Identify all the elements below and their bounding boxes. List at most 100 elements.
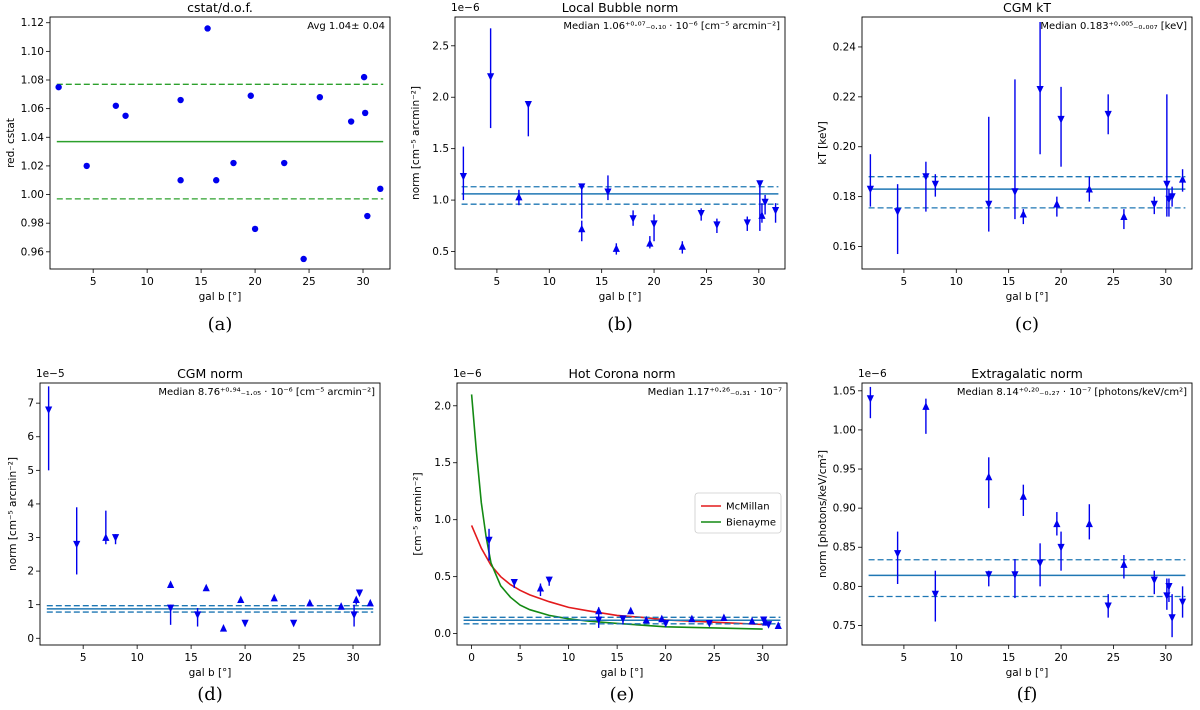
axis-multiplier: 1e−6 [453,368,482,380]
data-point-down-triangle [1150,576,1158,585]
data-point-up-triangle [1085,519,1093,528]
chart-panel-a: cstat/d.o.f. Avg 1.04± 0.04 5 10 15 20 25 30 0.9… [5,0,391,335]
data-point-down-triangle [697,210,705,218]
axes-frame [861,382,1193,646]
data-point-down-triangle [290,619,298,628]
data-point-up-triangle [306,598,314,607]
x-axis-label: gal b [°] [1006,667,1049,679]
y-tick-label: 0.20 [833,141,856,153]
y-tick-label: 0 [27,633,34,645]
x-tick-label: 15 [194,276,207,288]
data-point-up-triangle [1053,199,1061,208]
data-point [247,92,254,99]
data-point-up-triangle [202,583,210,592]
chart-panel-b: Local Bubble norm Median 1.06⁺⁰·⁰⁷₋₀.₁₀ ·… [410,0,786,335]
axes-frame [861,16,1193,270]
panel-caption: (d) [197,684,223,705]
data-point-down-triangle [1168,614,1176,622]
axes-frame [454,16,786,270]
plot-area [866,386,1187,638]
plot-area [55,25,384,263]
chart-panel-e: Hot Corona norm Median 1.17⁺⁰·²⁶₋₀.₃₁ · 1… [412,366,788,705]
axes-frame [39,382,381,646]
chart-panel-c: CGM kT Median 0.183⁺⁰·⁰⁰⁵₋₀.₀₀₇ [keV] 5 10 1… [817,0,1193,335]
x-tick-label: 25 [1107,276,1120,288]
data-point-up-triangle [595,606,603,615]
data-point-down-triangle [650,220,658,228]
axes-frame [456,382,788,646]
data-point-down-triangle [1163,180,1171,189]
data-point-down-triangle [487,73,495,81]
y-tick-label: 0.5 [432,246,449,258]
x-tick-label: 15 [610,652,623,664]
x-tick-label: 20 [659,652,672,664]
data-point-up-triangle [1120,212,1128,221]
y-axis-label: [cm⁻⁵ arcmin⁻²] [412,472,424,555]
y-tick-label: 7 [27,398,34,410]
data-point-down-triangle [743,219,751,227]
data-point-up-triangle [627,606,635,615]
data-point-up-triangle [1019,209,1027,218]
chart-title: Hot Corona norm [568,366,675,381]
data-point-down-triangle [629,215,637,223]
x-tick-label: 10 [140,276,153,288]
x-tick-label: 30 [1159,276,1172,288]
y-tick-label: 0.90 [833,503,856,515]
chart-title: Local Bubble norm [562,0,679,15]
x-tick-label: 5 [80,652,87,664]
legend-label: McMillan [726,502,770,513]
x-tick-label: 25 [1107,652,1120,664]
data-point-up-triangle [678,242,686,250]
data-point [251,225,259,233]
y-tick-label: 1.0 [434,514,451,526]
x-axis-label: gal b [°] [601,667,644,679]
data-point-up-triangle [1120,560,1128,568]
y-tick-label: 1.02 [21,160,44,172]
model-curve-bienayme [470,394,763,630]
y-tick-label: 6 [27,431,34,443]
data-point [83,162,90,170]
axis-multiplier: 1e−5 [36,368,65,380]
data-point-up-triangle [748,616,756,625]
model-curve-mcmillan [470,525,763,626]
data-point-up-triangle [219,624,228,632]
data-point-up-triangle [352,595,360,604]
data-point [55,83,62,91]
y-axis-label: kT [keV] [817,121,829,164]
x-tick-label: 10 [950,276,963,288]
plot-area [45,386,374,632]
x-tick-label: 0 [468,652,475,664]
x-tick-label: 20 [1054,652,1067,664]
x-tick-label: 10 [950,652,963,664]
data-point-up-triangle [237,595,245,604]
data-point-up-triangle [167,580,175,588]
data-point-up-triangle [515,192,523,201]
data-point-up-triangle [985,472,993,481]
x-tick-label: 25 [700,276,713,288]
data-point-up-triangle [270,593,278,602]
y-tick-label: 0.85 [833,542,856,554]
data-point-down-triangle [45,406,53,415]
chart-annotation: Median 1.06⁺⁰·⁰⁷₋₀.₁₀ · 10⁻⁶ [cm⁻⁵ arcmi… [563,21,780,32]
y-tick-label: 1.08 [21,75,44,87]
x-tick-label: 25 [708,652,721,664]
y-tick-label: 1.06 [21,103,45,115]
data-point-up-triangle [578,224,586,233]
data-point-up-triangle [758,211,766,219]
data-point-down-triangle [510,578,518,587]
data-point-down-triangle [1150,200,1158,209]
data-point-down-triangle [1011,188,1019,196]
data-point [347,118,355,125]
data-point-down-triangle [761,198,769,207]
data-point [377,185,384,193]
y-tick-label: 1.5 [434,457,451,469]
x-axis-label: gal b [°] [189,667,232,679]
data-point-down-triangle [578,183,586,191]
data-point [360,73,368,81]
data-point-up-triangle [1019,492,1027,500]
data-point-down-triangle [350,611,358,619]
y-tick-label: 0.16 [833,241,857,253]
data-point-up-triangle [642,615,650,624]
data-point-down-triangle [985,571,993,579]
